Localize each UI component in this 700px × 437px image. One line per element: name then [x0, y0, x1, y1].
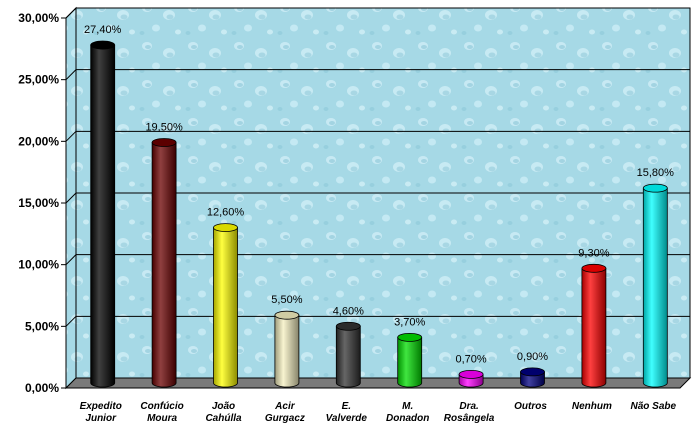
bar-top: [642, 183, 668, 193]
category-label-line: Expedito: [80, 401, 122, 412]
bar-top: [151, 138, 177, 147]
category-label-line: Não Sabe: [631, 401, 677, 412]
bar: [642, 183, 668, 388]
data-label: 5,50%: [271, 294, 302, 306]
data-label: 0,90%: [517, 351, 548, 363]
gridline: [65, 315, 690, 327]
gridline: [65, 130, 690, 142]
category-label-line: Valverde: [326, 413, 368, 424]
bar: [274, 310, 300, 388]
data-label: 27,40%: [84, 24, 122, 36]
bar-top: [520, 367, 545, 377]
category-label: Expedito Junior: [80, 401, 122, 424]
category-label-line: E.: [342, 401, 351, 412]
data-label: 12,60%: [207, 207, 245, 219]
gridline: [65, 254, 690, 266]
data-label: 4,60%: [333, 305, 364, 317]
data-label: 19,50%: [145, 122, 183, 134]
category-label: E. Valverde: [326, 401, 368, 424]
gridline: [65, 192, 690, 204]
category-label: Não Sabe: [631, 401, 677, 412]
category-label-line: Nenhum: [572, 401, 612, 412]
data-label: 3,70%: [394, 316, 425, 328]
y-tick-label: 10,00%: [18, 258, 59, 272]
data-label: 9,30%: [578, 247, 609, 259]
category-label-line: Dra.: [459, 401, 478, 412]
category-label-line: M.: [402, 401, 413, 412]
y-tick-label: 20,00%: [18, 134, 59, 148]
category-label-line: Donadon: [386, 413, 429, 424]
y-tick-label: 15,00%: [18, 196, 59, 210]
category-label: Dra. Rosângela: [444, 401, 495, 424]
category-label-line: Confúcio: [140, 401, 183, 412]
bar-body: [90, 44, 116, 388]
bar-top: [397, 332, 423, 342]
bar-top: [274, 310, 300, 320]
gridline: [65, 69, 690, 81]
category-label: Outros: [514, 401, 547, 412]
category-label-line: Acir: [274, 401, 296, 412]
bar-top: [213, 223, 238, 233]
bar-top: [581, 263, 607, 273]
y-tick-label: 0,00%: [25, 381, 59, 395]
bar-body: [274, 314, 300, 388]
category-label: Acir Gurgacz: [265, 401, 305, 424]
bar: [397, 332, 423, 388]
bar-top: [90, 40, 116, 50]
category-label: M. Donadon: [386, 401, 429, 424]
gridline: [65, 7, 690, 19]
data-label: 0,70%: [455, 353, 486, 365]
bar: [520, 367, 545, 388]
category-label: Nenhum: [572, 401, 612, 412]
category-label-line: Moura: [147, 413, 177, 424]
bar: [335, 321, 361, 388]
bar-body: [581, 267, 607, 388]
y-tick-label: 5,00%: [25, 319, 59, 333]
bar-body: [151, 142, 177, 388]
bar-body: [642, 187, 668, 388]
bar-top: [458, 369, 484, 379]
category-label-line: Outros: [514, 401, 547, 412]
category-label-line: Junior: [85, 413, 117, 424]
bar: [151, 138, 177, 388]
category-label-line: João: [212, 401, 235, 412]
y-tick-label: 25,00%: [18, 73, 59, 87]
data-label: 15,80%: [637, 167, 675, 179]
category-label-line: Gurgacz: [265, 413, 305, 424]
category-label: João Cahúlla: [205, 401, 242, 424]
category-label: Confúcio Moura: [140, 401, 183, 424]
bar: [458, 369, 484, 388]
bar-body: [397, 336, 423, 388]
bar: [581, 263, 607, 388]
bar: [90, 40, 116, 388]
bar: [213, 223, 238, 388]
bar-body: [335, 325, 361, 388]
bar-top: [335, 321, 361, 331]
y-tick-label: 30,00%: [18, 11, 59, 25]
bar-body: [213, 227, 238, 388]
category-label-line: Cahúlla: [205, 413, 242, 424]
category-label-line: Rosângela: [444, 413, 495, 424]
